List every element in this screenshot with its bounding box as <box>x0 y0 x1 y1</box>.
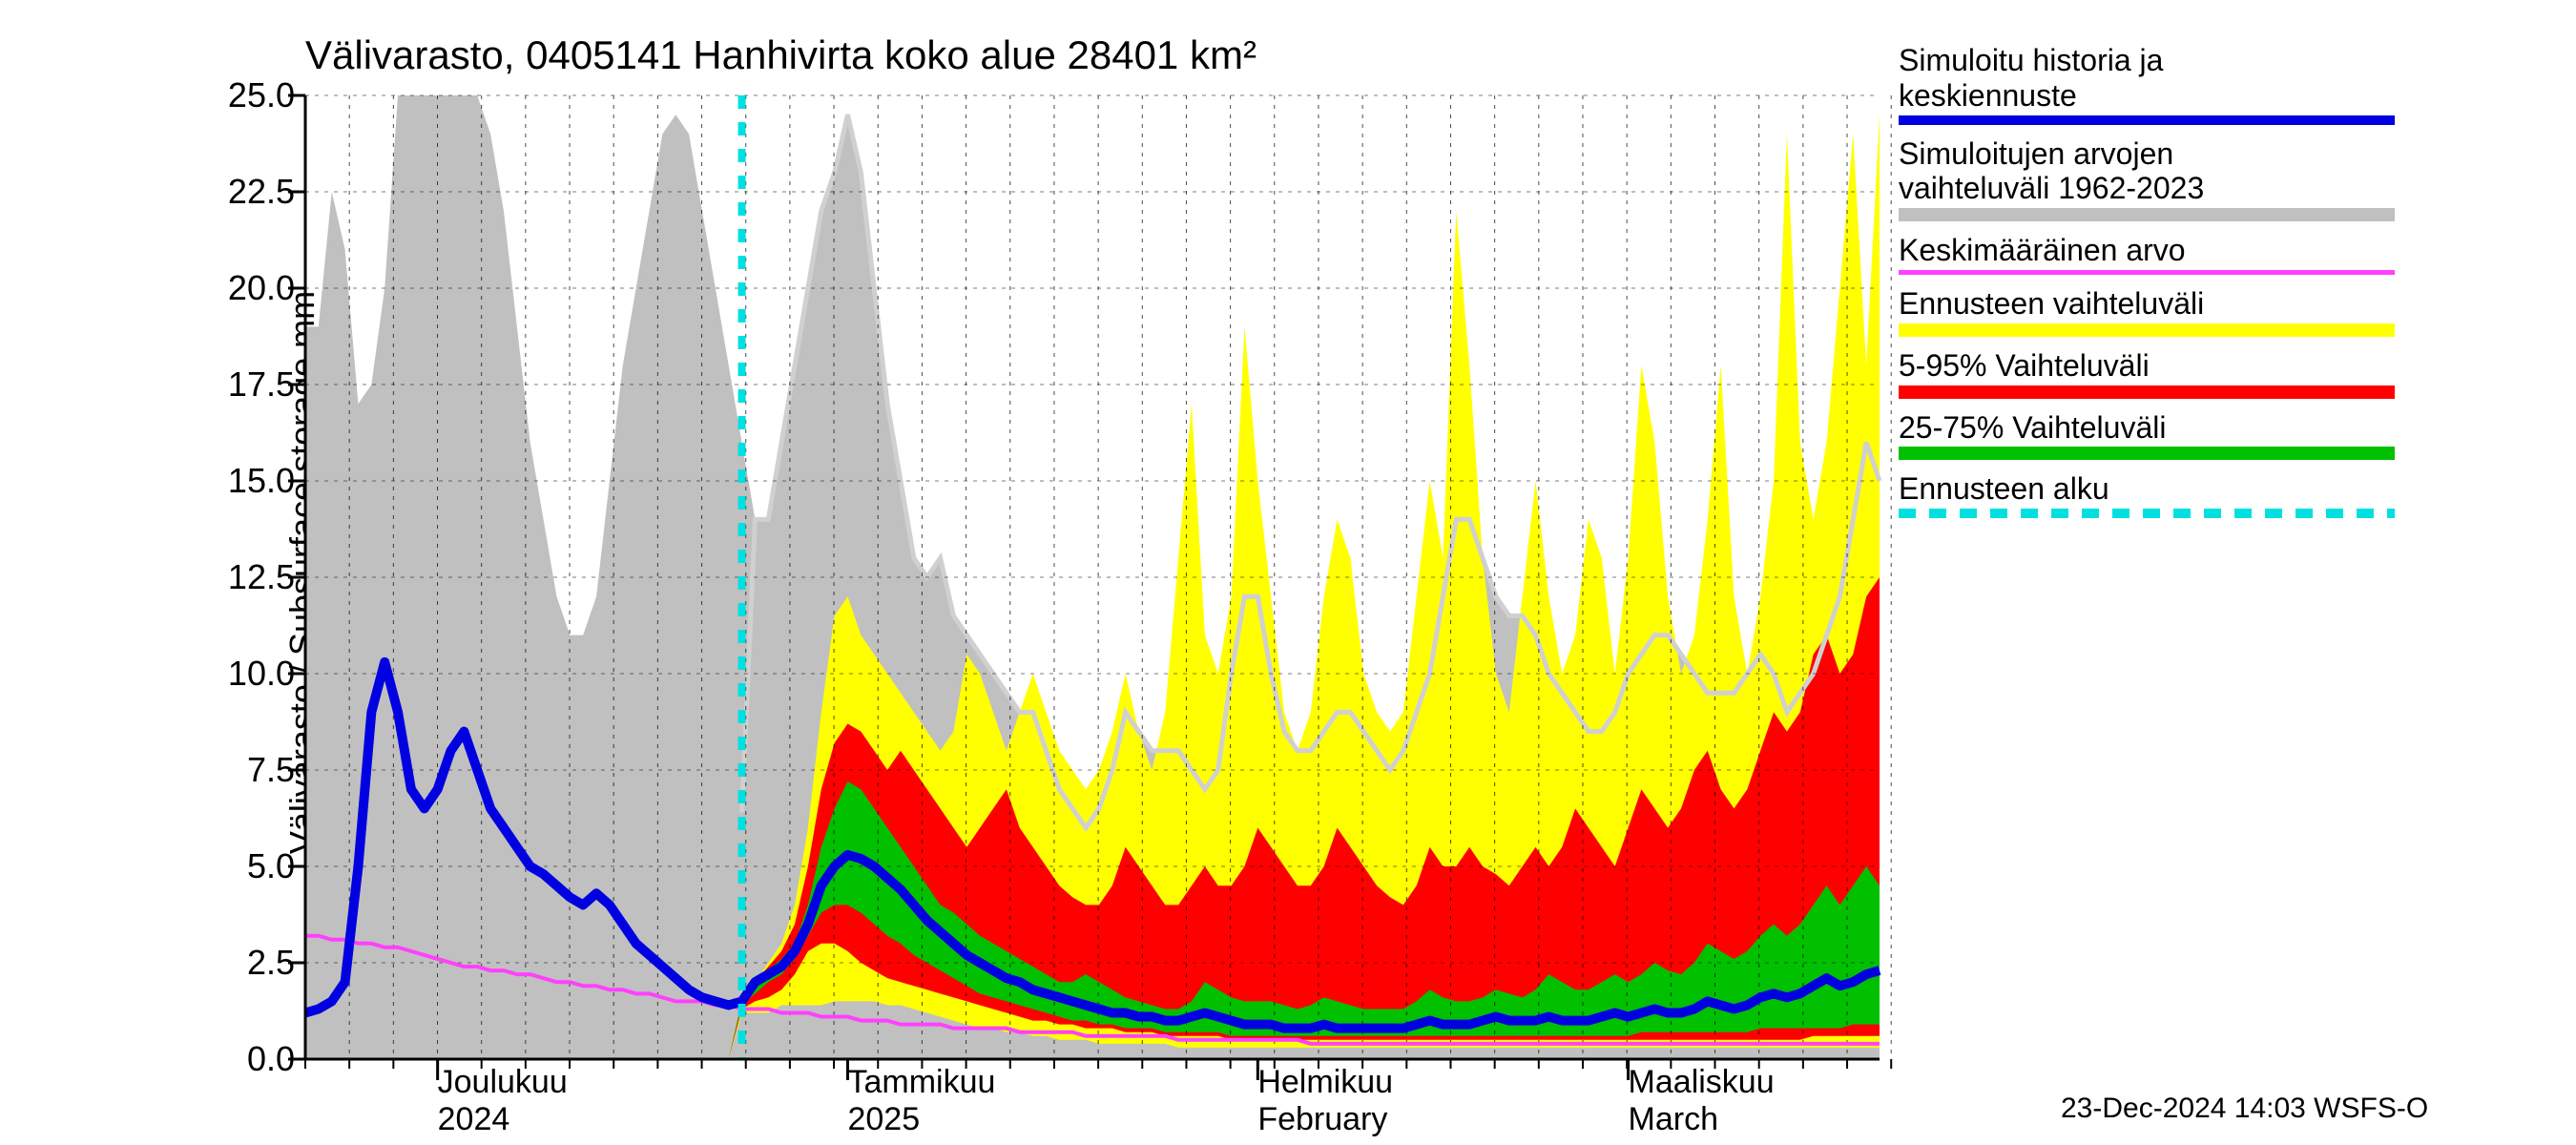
legend-swatch <box>1899 385 2395 399</box>
ytick-label: 0.0 <box>247 1039 295 1079</box>
ytick-label: 7.5 <box>247 750 295 790</box>
y-tick-column: 0.02.55.07.510.012.515.017.520.022.525.0 <box>0 95 296 1059</box>
legend-label: Ennusteen alku <box>1899 471 2566 507</box>
legend-swatch <box>1899 115 2395 125</box>
legend-label: 25-75% Vaihteluväli <box>1899 410 2566 446</box>
ytick-label: 12.5 <box>228 557 295 597</box>
legend-label: Simuloitu historia jakeskiennuste <box>1899 43 2566 114</box>
legend-swatch <box>1899 208 2395 221</box>
legend-item: 5-95% Vaihteluväli <box>1899 348 2566 399</box>
ytick-label: 22.5 <box>228 172 295 212</box>
ytick-label: 20.0 <box>228 268 295 308</box>
legend: Simuloitu historia jakeskiennuste Simuloi… <box>1899 43 2566 530</box>
xtick-label: Tammikuu2025 <box>847 1064 995 1138</box>
footer-timestamp: 23-Dec-2024 14:03 WSFS-O <box>2061 1093 2428 1125</box>
legend-swatch <box>1899 270 2395 275</box>
xtick-label: MaaliskuuMarch <box>1629 1064 1775 1138</box>
plot-area <box>305 95 1880 1059</box>
chart-container: Välivarasto / Subsurface storage mm Väli… <box>0 0 2576 1145</box>
legend-swatch <box>1899 447 2395 460</box>
legend-label: 5-95% Vaihteluväli <box>1899 348 2566 384</box>
legend-item: Ennusteen vaihteluväli <box>1899 286 2566 337</box>
xtick-label: Joulukuu2024 <box>438 1064 568 1138</box>
chart-title: Välivarasto, 0405141 Hanhivirta koko alu… <box>305 32 1257 78</box>
legend-swatch <box>1899 509 2395 518</box>
legend-item: Ennusteen alku <box>1899 471 2566 518</box>
legend-item: Keskimääräinen arvo <box>1899 233 2566 275</box>
legend-item: Simuloitujen arvojenvaihteluväli 1962-20… <box>1899 136 2566 222</box>
ytick-label: 25.0 <box>228 75 295 115</box>
legend-item: Simuloitu historia jakeskiennuste <box>1899 43 2566 125</box>
xtick-label: HelmikuuFebruary <box>1257 1064 1393 1138</box>
legend-item: 25-75% Vaihteluväli <box>1899 410 2566 461</box>
ytick-label: 10.0 <box>228 654 295 694</box>
ytick-label: 5.0 <box>247 846 295 886</box>
x-axis: Joulukuu2024 Tammikuu2025 HelmikuuFebruary… <box>305 1064 1880 1140</box>
plot-svg <box>305 95 1880 1059</box>
legend-swatch <box>1899 323 2395 337</box>
ytick-label: 2.5 <box>247 943 295 983</box>
legend-label: Keskimääräinen arvo <box>1899 233 2566 268</box>
ytick-label: 15.0 <box>228 461 295 501</box>
legend-label: Ennusteen vaihteluväli <box>1899 286 2566 322</box>
legend-label: Simuloitujen arvojenvaihteluväli 1962-20… <box>1899 136 2566 207</box>
ytick-label: 17.5 <box>228 364 295 405</box>
